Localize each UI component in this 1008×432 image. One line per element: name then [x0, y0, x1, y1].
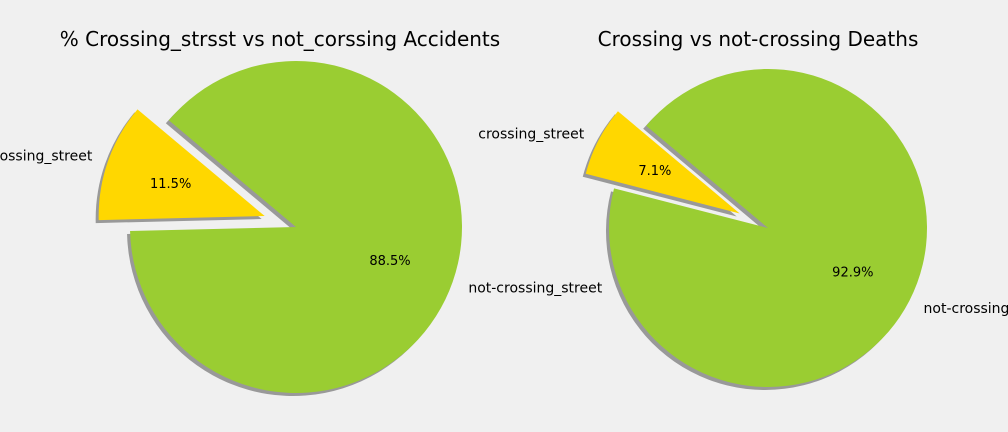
pie-slice-crossing_street — [585, 111, 740, 214]
pie-chart-2: Crossing vs not-crossing Deaths 7.1% cros… — [478, 27, 1008, 390]
slice-category-label: not-crossing_street — [468, 280, 602, 296]
slice-percent-label: 7.1% — [638, 164, 671, 179]
slice-category-label: crossing_street — [0, 149, 93, 165]
pie-chart-1: % Crossing_strsst vs not_corssing Accide… — [0, 27, 603, 396]
slice-percent-label: 88.5% — [369, 254, 410, 269]
chart-title: % Crossing_strsst vs not_corssing Accide… — [60, 27, 500, 51]
slice-category-label: crossing_street — [478, 126, 584, 142]
pie-slice-not-crossing_street — [609, 68, 928, 387]
slice-percent-label: 92.9% — [832, 266, 873, 281]
slice-category-label: not-crossing_street — [924, 301, 1008, 317]
pie-slice-crossing_street — [98, 109, 265, 221]
chart-title: Crossing vs not-crossing Deaths — [598, 27, 919, 51]
pie-slice-not-crossing_street — [130, 60, 462, 393]
slice-percent-label: 11.5% — [150, 177, 191, 192]
